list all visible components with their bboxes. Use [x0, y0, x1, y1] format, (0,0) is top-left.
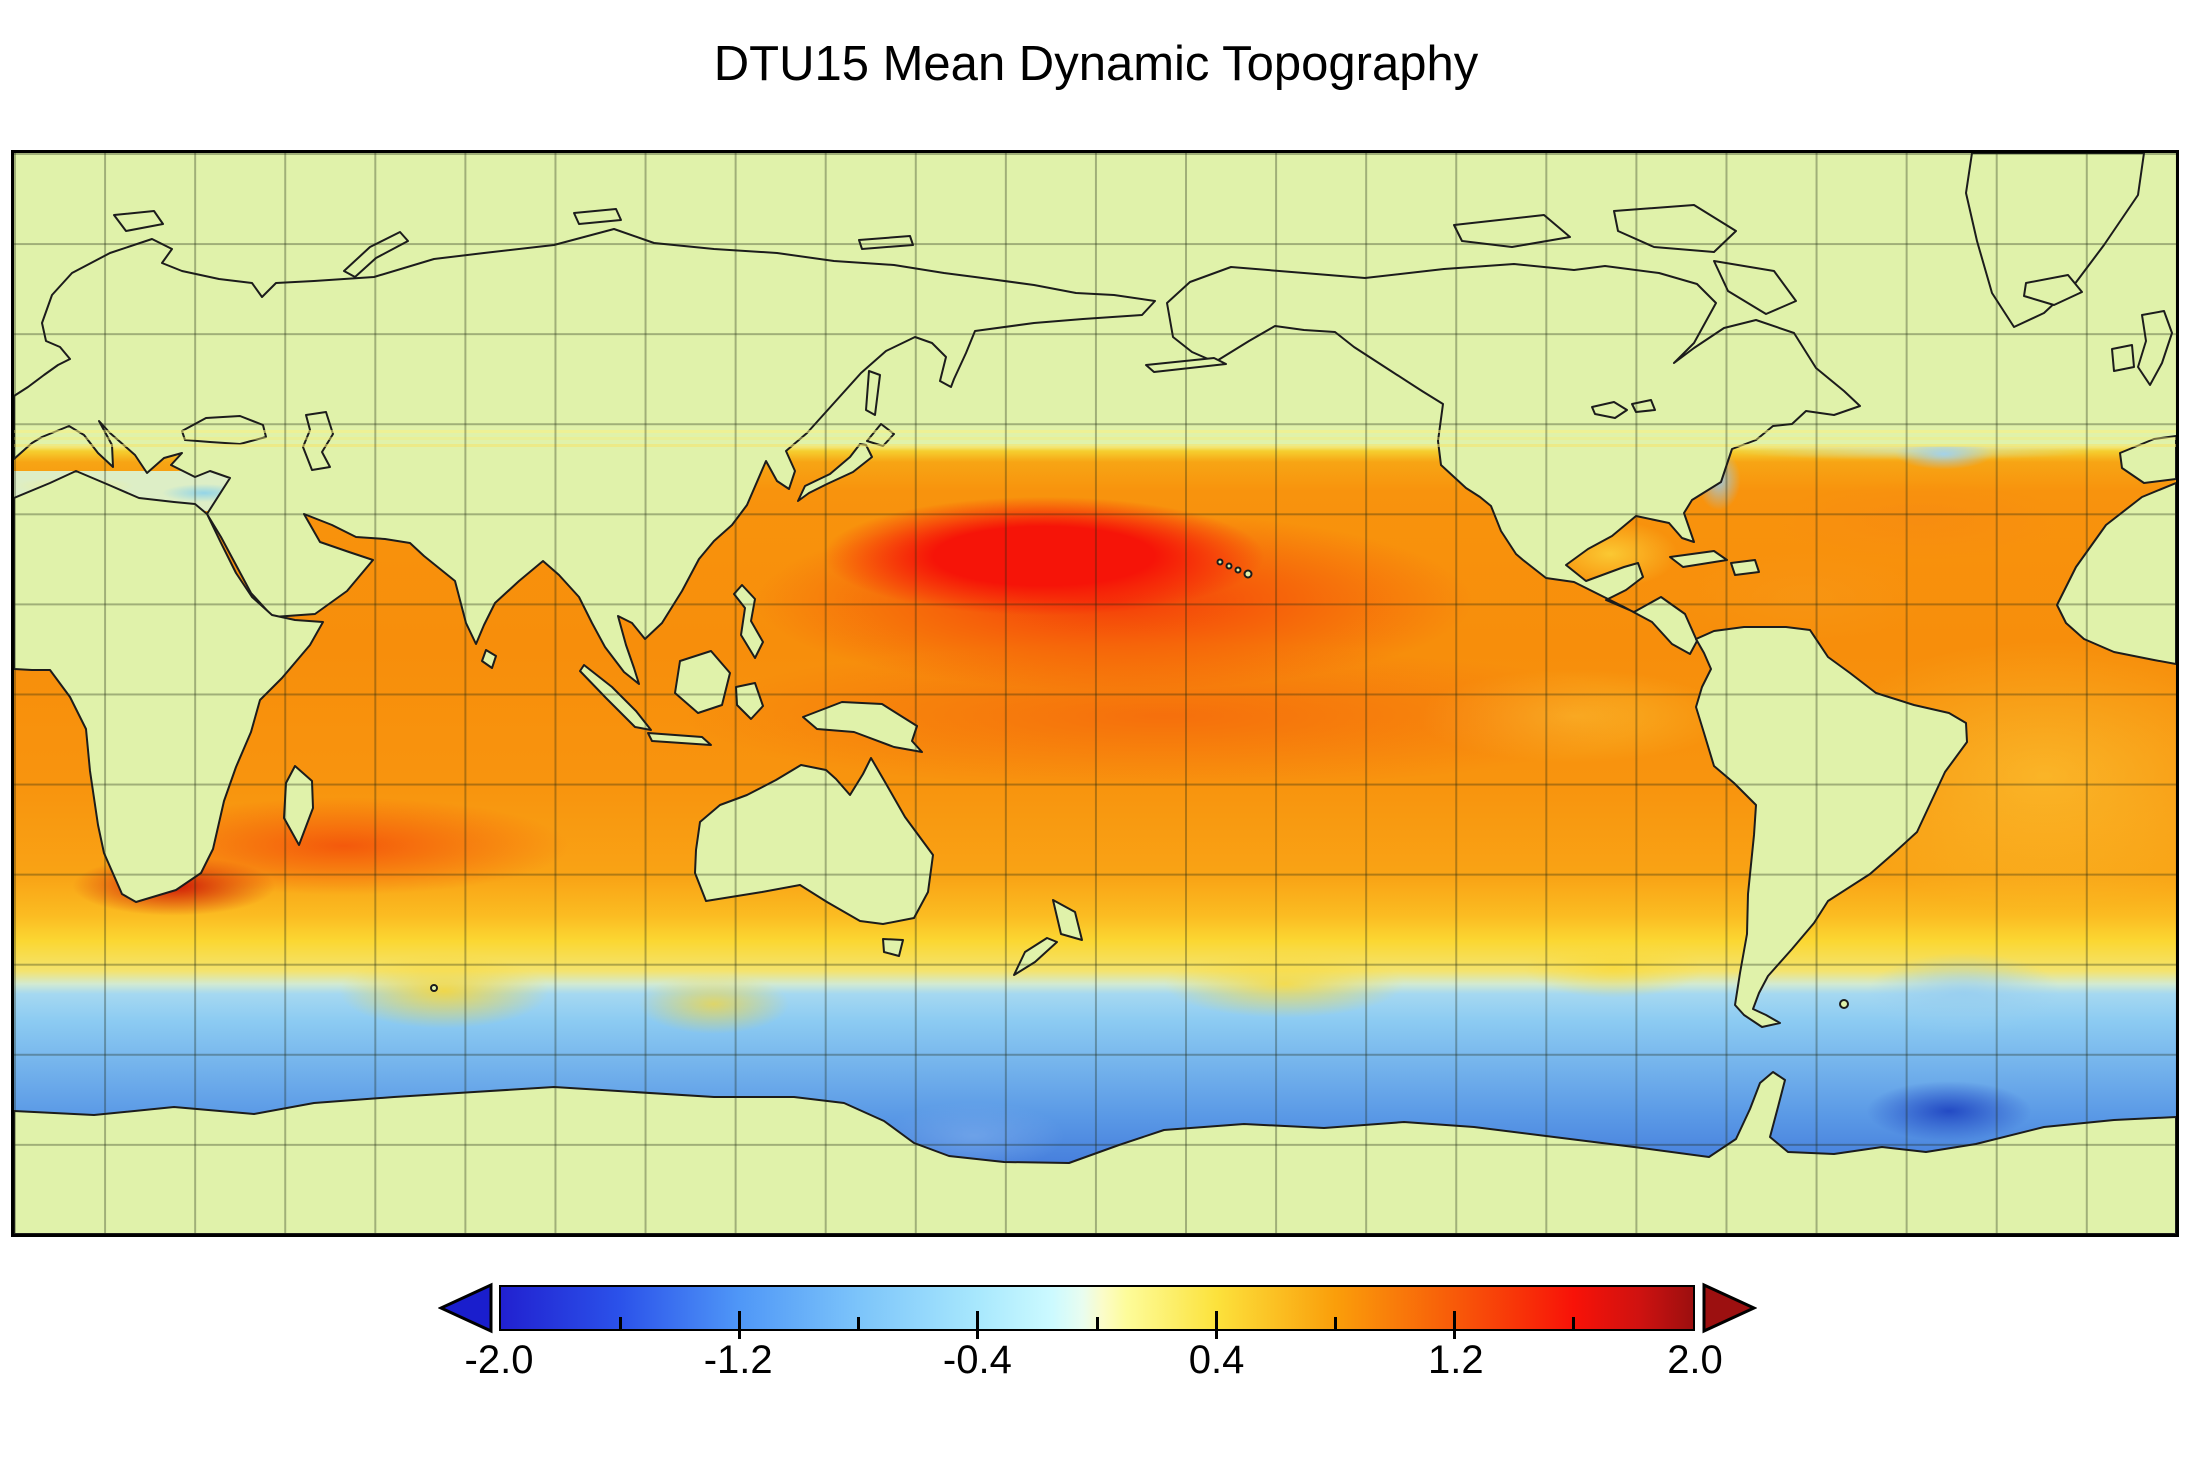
- island-tasmania: [882, 938, 904, 957]
- island-severnaya: [573, 208, 622, 225]
- island-java: [647, 732, 712, 746]
- colorbar-tick: [1333, 1317, 1337, 1329]
- colorbar-bar: [499, 1285, 1695, 1339]
- island-iceland: [2023, 274, 2083, 306]
- colorbar-left-arrow-icon: [438, 1282, 493, 1334]
- island-srilanka: [481, 649, 497, 669]
- landmass-greenland: [1965, 153, 2145, 328]
- island-sakhalin: [865, 370, 881, 416]
- island-sulawesi: [735, 682, 764, 720]
- island-ellesmere: [1613, 204, 1737, 253]
- landmass-antarctica: [14, 1071, 2176, 1234]
- colorbar-tick: [1572, 1317, 1576, 1329]
- colorbar-tick: [737, 1311, 741, 1339]
- lake-caspian-sea: [302, 411, 334, 471]
- colorbar-tick-label: 2.0: [1667, 1338, 1723, 1382]
- land-layer: [14, 153, 2176, 1234]
- colorbar-right-arrow-icon: [1702, 1282, 1757, 1334]
- island-ireland: [2111, 344, 2135, 372]
- island-hawaii: [1216, 558, 1224, 566]
- island-hawaii: [1225, 562, 1233, 570]
- island-cuba: [1669, 550, 1728, 568]
- island-aleutians: [1145, 357, 1227, 373]
- island-hawaii: [1243, 569, 1253, 579]
- landmass-west-africa-edge: [2056, 482, 2176, 665]
- colorbar-tick: [1095, 1317, 1099, 1329]
- island-kerguelen: [430, 984, 438, 992]
- landmass-iberia-edge: [2119, 435, 2176, 484]
- island-borneo: [674, 650, 731, 714]
- colorbar-tick: [976, 1311, 980, 1339]
- colorbar-tick-label: 0.4: [1188, 1338, 1245, 1382]
- landmass-north-america: [1166, 263, 1861, 655]
- island-nz-south: [1013, 937, 1058, 976]
- island-britain: [2137, 310, 2173, 386]
- landmass-eurasia: [14, 228, 1156, 685]
- colorbar-tick: [1214, 1311, 1218, 1339]
- colorbar-tick-label: -2.0: [464, 1338, 534, 1382]
- colorbar-tick: [1453, 1311, 1457, 1339]
- island-sumatra: [579, 664, 652, 731]
- colorbar-tick: [857, 1317, 861, 1329]
- island-svalbard: [113, 210, 164, 232]
- graticule-grid: [14, 153, 2176, 1234]
- colorbar-tick-label: -1.2: [703, 1338, 773, 1382]
- colorbar-tick: [618, 1317, 622, 1329]
- island-hispaniola: [1730, 559, 1760, 576]
- island-philippines: [733, 584, 764, 659]
- island-japan-honshu: [797, 443, 873, 502]
- lake-great-lakes-west: [1591, 401, 1628, 419]
- island-new-siberian: [858, 235, 914, 250]
- colorbar-tick-label: 1.2: [1427, 1338, 1484, 1382]
- colorbar-tick-label: -0.4: [942, 1338, 1012, 1382]
- island-madagascar: [283, 765, 314, 846]
- island-novaya-zemlya: [343, 231, 409, 278]
- world-map: [11, 150, 2179, 1237]
- landmass-australia: [694, 757, 934, 925]
- landmass-south-america: [1695, 626, 1968, 1028]
- island-victoria: [1453, 214, 1571, 248]
- landmass-africa: [14, 470, 324, 903]
- page-title: DTU15 Mean Dynamic Topography: [713, 37, 1479, 91]
- island-newguinea: [802, 701, 923, 753]
- lake-great-lakes-east: [1631, 399, 1656, 413]
- island-falkland: [1839, 999, 1849, 1009]
- island-hawaii: [1234, 566, 1242, 574]
- island-baffin: [1713, 260, 1797, 315]
- island-nz-north: [1052, 899, 1083, 941]
